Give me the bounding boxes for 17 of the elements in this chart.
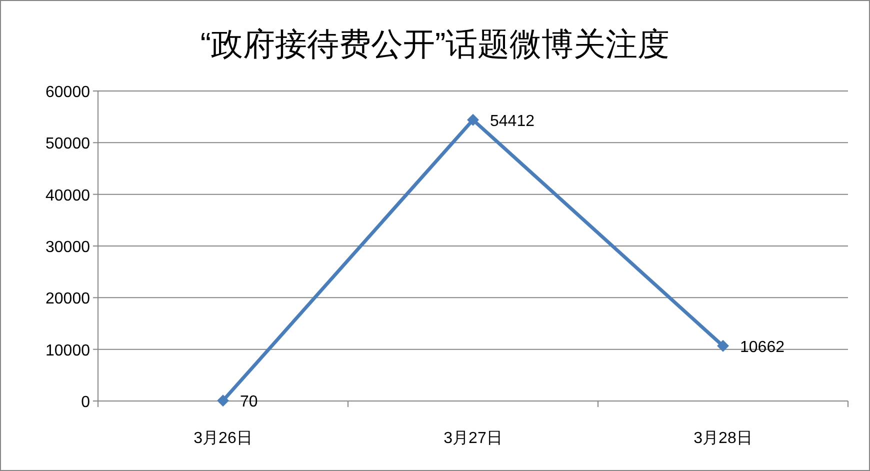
- data-label: 10662: [740, 338, 785, 356]
- y-tick-label: 10000: [46, 342, 90, 360]
- x-tick-label: 3月28日: [694, 430, 752, 447]
- y-tick-label: 0: [81, 394, 90, 411]
- data-label: 54412: [490, 112, 535, 130]
- chart-title: “政府接待费公开”话题微博关注度: [200, 26, 670, 62]
- point: [467, 114, 479, 126]
- y-tick-label: 50000: [46, 136, 90, 153]
- x-tick-label: 3月27日: [444, 430, 502, 447]
- y-tick-label: 20000: [46, 290, 90, 308]
- data-label: 70: [240, 394, 258, 411]
- x-tick-label: 3月26日: [194, 430, 252, 447]
- point: [717, 340, 729, 352]
- y-tick-label: 40000: [46, 187, 90, 204]
- y-tick-label: 30000: [46, 239, 90, 256]
- point: [217, 394, 229, 407]
- y-tick-label: 60000: [46, 84, 90, 101]
